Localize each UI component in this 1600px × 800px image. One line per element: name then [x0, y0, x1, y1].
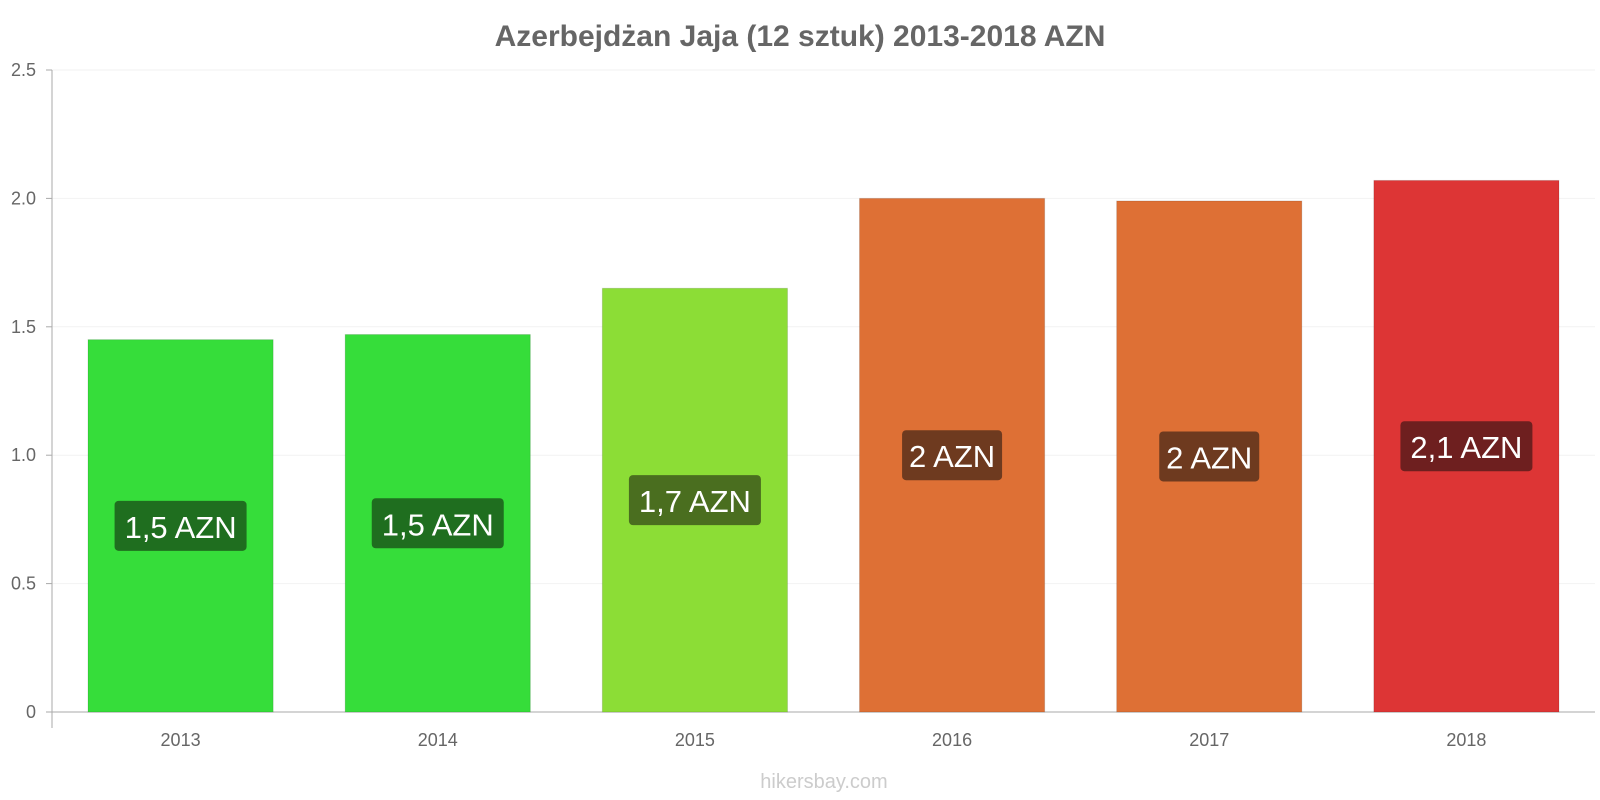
source-watermark: hikersbay.com [760, 771, 887, 793]
y-tick-label: 1.5 [11, 317, 36, 337]
y-tick-label: 2.5 [11, 60, 36, 80]
value-label: 2 AZN [909, 439, 995, 474]
value-label: 1,5 AZN [382, 507, 494, 542]
value-label-box [1159, 431, 1260, 482]
value-label-box [371, 498, 504, 549]
x-tick-label: 2013 [161, 730, 201, 750]
x-tick-label: 2018 [1446, 730, 1486, 750]
value-label: 1,5 AZN [125, 510, 237, 545]
value-label-box [902, 430, 1003, 481]
x-tick-label: 2014 [418, 730, 458, 750]
value-label-box [114, 500, 247, 551]
value-label: 2 AZN [1166, 440, 1252, 475]
value-labels: 1,5 AZN 1,5 AZN 1,7 AZN 2 AZN 2 AZN 2,1 AZN [114, 421, 1533, 551]
x-axis-ticks: 2013 2014 2015 2016 2017 2018 [161, 730, 1487, 750]
value-label: 2,1 AZN [1410, 430, 1522, 465]
y-tick-label: 1.0 [11, 445, 36, 465]
gridlines [52, 69, 1595, 585]
chart-title: Azerbejdżan Jaja (12 sztuk) 2013-2018 AZ… [495, 20, 1106, 53]
x-tick-label: 2016 [932, 730, 972, 750]
x-tick-label: 2017 [1189, 730, 1229, 750]
y-tick-label: 0 [26, 702, 36, 722]
y-axis-ticks: 0 0.5 1.0 1.5 2.0 2.5 [11, 60, 52, 722]
x-tick-label: 2015 [675, 730, 715, 750]
value-label: 1,7 AZN [639, 484, 751, 519]
bars [87, 179, 1560, 713]
y-tick-label: 0.5 [11, 574, 36, 594]
value-label-box [628, 475, 761, 526]
value-label-box [1400, 421, 1533, 472]
y-tick-label: 2.0 [11, 188, 36, 208]
